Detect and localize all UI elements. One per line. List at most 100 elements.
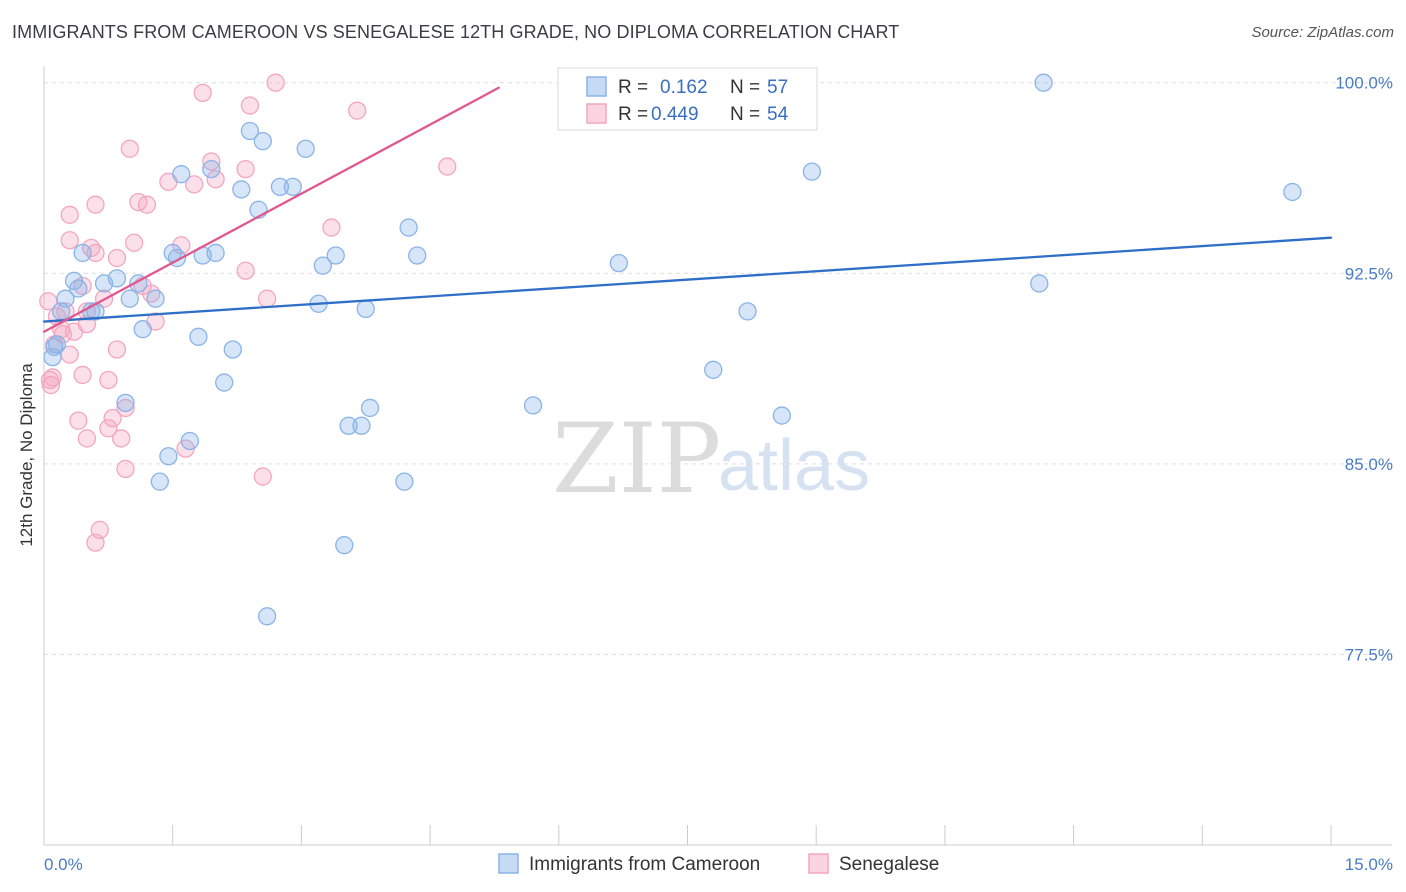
point-cameroon-44 <box>360 398 380 418</box>
point-cameroon-12 <box>116 393 135 413</box>
point-senegalese-28 <box>107 340 127 359</box>
point-cameroon-2 <box>47 335 67 354</box>
point-cameroon-39 <box>326 246 345 265</box>
point-cameroon-34 <box>270 177 290 197</box>
point-cameroon-25 <box>202 159 221 179</box>
point-senegalese-21 <box>86 243 105 263</box>
point-senegalese-49 <box>240 96 260 115</box>
data-points <box>39 73 1302 626</box>
point-senegalese-44 <box>193 83 212 103</box>
point-cameroon-46 <box>399 218 418 237</box>
point-senegalese-13 <box>69 411 88 430</box>
point-senegalese-11 <box>60 205 79 224</box>
legend-swatch-cameroon <box>586 76 607 97</box>
point-senegalese-29 <box>107 248 127 268</box>
legend-r-value-cameroon: 0.162 <box>660 77 708 98</box>
point-cameroon-42 <box>352 416 371 435</box>
legend-r-label-senegalese: R = <box>618 104 648 125</box>
point-senegalese-33 <box>120 139 139 158</box>
point-cameroon-21 <box>172 165 191 184</box>
trend-lines <box>42 86 1333 333</box>
point-cameroon-40 <box>335 536 354 555</box>
point-cameroon-16 <box>146 289 165 308</box>
point-cameroon-13 <box>120 289 139 308</box>
point-senegalese-32 <box>116 398 135 418</box>
point-cameroon-49 <box>609 253 629 273</box>
watermark: ZIP atlas <box>552 403 870 515</box>
bottom-legend-label-cameroon: Immigrants from Cameroon <box>529 854 760 875</box>
point-cameroon-53 <box>802 162 822 181</box>
trend-line-cameroon <box>42 236 1333 323</box>
point-senegalese-55 <box>438 157 457 176</box>
point-senegalese-14 <box>73 365 92 385</box>
y-tick-label-2: 85.0% <box>1345 455 1393 474</box>
legend-box: R = 0.162 N = 57 R = 0.449 N = 54 <box>557 67 818 131</box>
legend-n-label-cameroon: N = <box>730 77 760 98</box>
point-senegalese-30 <box>112 429 131 448</box>
point-cameroon-43 <box>356 299 375 319</box>
watermark-atlas: atlas <box>718 426 870 506</box>
point-cameroon-45 <box>395 472 414 491</box>
point-senegalese-26 <box>99 370 118 390</box>
point-senegalese-48 <box>236 159 255 179</box>
point-senegalese-25 <box>99 419 118 438</box>
chart-title: IMMIGRANTS FROM CAMEROON VS SENEGALESE 1… <box>12 22 900 42</box>
point-senegalese-52 <box>266 73 285 92</box>
point-cameroon-23 <box>189 327 208 346</box>
point-cameroon-7 <box>73 243 92 263</box>
point-cameroon-6 <box>69 279 88 298</box>
point-senegalese-31 <box>116 459 135 479</box>
point-senegalese-47 <box>236 261 255 280</box>
point-cameroon-22 <box>180 431 200 451</box>
point-cameroon-36 <box>296 139 315 158</box>
point-senegalese-54 <box>348 101 367 120</box>
trend-line-senegalese <box>42 86 500 333</box>
point-senegalese-3 <box>43 368 62 387</box>
point-cameroon-30 <box>240 121 260 141</box>
bottom-legend-swatch-cameroon <box>498 853 519 874</box>
point-cameroon-26 <box>206 243 225 263</box>
point-senegalese-50 <box>253 467 272 486</box>
point-cameroon-18 <box>159 447 178 466</box>
point-senegalese-27 <box>103 408 122 428</box>
point-senegalese-45 <box>202 152 221 171</box>
point-senegalese-23 <box>90 520 109 540</box>
point-senegalese-37 <box>137 195 157 214</box>
y-tick-labels: 100.0% 92.5% 85.0% 77.5% <box>1335 74 1393 665</box>
point-senegalese-16 <box>77 429 97 448</box>
point-senegalese-7 <box>53 325 73 344</box>
point-senegalese-46 <box>206 170 225 189</box>
legend-swatch-senegalese <box>586 103 607 124</box>
point-cameroon-54 <box>1030 274 1049 293</box>
point-cameroon-48 <box>523 396 543 415</box>
point-senegalese-20 <box>86 195 105 214</box>
point-senegalese-9 <box>60 231 79 250</box>
y-axis-label: 12th Grade, No Diploma <box>17 363 36 547</box>
point-cameroon-15 <box>133 320 152 339</box>
point-cameroon-32 <box>253 131 272 151</box>
point-cameroon-29 <box>232 180 251 199</box>
x-tick-label-0: 0.0% <box>44 855 83 874</box>
point-cameroon-52 <box>772 406 792 425</box>
bottom-legend-swatch-senegalese <box>808 853 829 874</box>
point-cameroon-38 <box>313 256 333 275</box>
point-cameroon-1 <box>45 337 64 357</box>
point-cameroon-51 <box>738 302 757 321</box>
legend-n-value-senegalese: 54 <box>767 104 789 125</box>
point-cameroon-47 <box>408 246 427 265</box>
y-tick-label-3: 77.5% <box>1345 645 1393 664</box>
axes <box>43 66 1392 846</box>
point-cameroon-41 <box>339 416 358 435</box>
bottom-legend-label-senegalese: Senegalese <box>839 854 939 875</box>
point-cameroon-50 <box>704 360 723 379</box>
legend-r-label-cameroon: R = <box>618 77 648 98</box>
point-cameroon-55 <box>1034 73 1053 92</box>
point-cameroon-4 <box>56 289 75 308</box>
point-cameroon-33 <box>257 607 277 626</box>
point-cameroon-28 <box>223 340 242 359</box>
point-senegalese-2 <box>41 375 61 395</box>
x-tick-labels: 0.0% 15.0% <box>44 855 1393 874</box>
legend-n-label-senegalese: N = <box>730 104 760 125</box>
point-senegalese-51 <box>257 289 277 308</box>
